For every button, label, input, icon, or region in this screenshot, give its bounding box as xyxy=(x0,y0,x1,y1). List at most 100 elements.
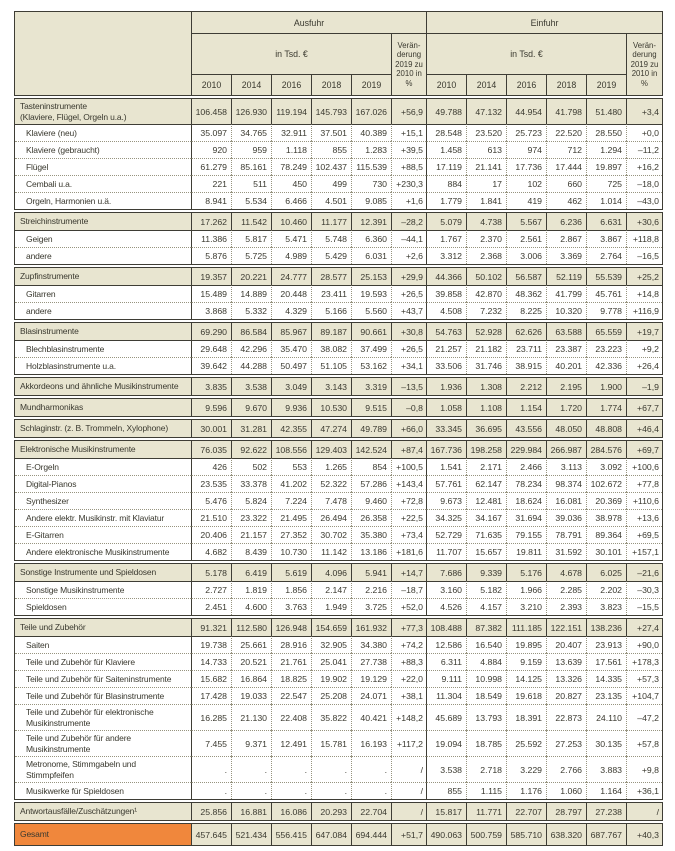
value-cell: 38.978 xyxy=(586,509,626,526)
value-cell: 40.389 xyxy=(351,124,391,141)
value-cell: 9.673 xyxy=(426,492,466,509)
value-cell: 21.157 xyxy=(231,526,271,543)
value-cell: 35.097 xyxy=(191,124,231,141)
value-cell: 21.495 xyxy=(271,509,311,526)
value-cell: 52.729 xyxy=(426,526,466,543)
value-cell: 959 xyxy=(231,141,271,158)
value-cell: 5.567 xyxy=(506,213,546,230)
value-cell: 660 xyxy=(546,175,586,192)
value-cell: 122.151 xyxy=(546,619,586,636)
value-cell: 2.202 xyxy=(586,581,626,598)
value-cell: 2.393 xyxy=(546,598,586,615)
value-cell: 687.767 xyxy=(586,824,626,845)
value-cell: 52.119 xyxy=(546,268,586,285)
value-cell: 5.471 xyxy=(271,230,311,247)
table-group: Teile und Zubehör 91.321 112.580 126.948 154… xyxy=(14,618,663,800)
table-group: Akkordeons und ähnliche Musikinstrumente… xyxy=(14,377,663,396)
value-cell: 6.311 xyxy=(426,653,466,670)
value-cell: 23.135 xyxy=(586,687,626,704)
value-cell: 38.915 xyxy=(506,357,546,374)
value-cell: 24.071 xyxy=(351,687,391,704)
value-cell: 19.902 xyxy=(311,670,351,687)
change-cell: +22,5 xyxy=(391,509,426,526)
value-cell: 31.592 xyxy=(546,543,586,560)
value-cell: 57.761 xyxy=(426,475,466,492)
row-label: Elektronische Musikinstrumente xyxy=(15,441,191,458)
value-cell: 1.458 xyxy=(426,141,466,158)
change-cell: +148,2 xyxy=(391,704,426,730)
value-cell: 31.694 xyxy=(506,509,546,526)
change-cell: –30,3 xyxy=(626,581,662,598)
value-cell: 4.096 xyxy=(311,564,351,581)
value-cell: 9.371 xyxy=(231,730,271,756)
value-cell: 266.987 xyxy=(546,441,586,458)
value-cell: 17.444 xyxy=(546,158,586,175)
table-group: Gesamt 457.645 521.434 556.415 647.084 694.44… xyxy=(14,823,663,846)
value-cell: 44.366 xyxy=(426,268,466,285)
value-cell: 17 xyxy=(466,175,506,192)
table-header: Ausfuhr Einfuhr in Tsd. € Verän- derung … xyxy=(14,11,663,96)
value-cell: 5.876 xyxy=(191,247,231,264)
change-cell: +110,6 xyxy=(626,492,662,509)
value-cell: 154.659 xyxy=(311,619,351,636)
value-cell: 8.225 xyxy=(506,302,546,319)
change-cell: +16,2 xyxy=(626,158,662,175)
change-cell: +118,8 xyxy=(626,230,662,247)
value-cell: 1.283 xyxy=(351,141,391,158)
row-label: andere xyxy=(15,302,191,319)
value-cell: 694.444 xyxy=(351,824,391,845)
value-cell: 65.559 xyxy=(586,323,626,340)
header-change-einfuhr: Verän- derung 2019 zu 2010 in % xyxy=(626,33,662,95)
value-cell: 198.258 xyxy=(466,441,506,458)
row-label: Metronome, Stimmgabeln und Stimmpfeifen xyxy=(15,756,191,782)
value-cell: 34.167 xyxy=(466,509,506,526)
value-cell: 12.391 xyxy=(351,213,391,230)
row-label: Flügel xyxy=(15,158,191,175)
change-cell: –18,7 xyxy=(391,581,426,598)
value-cell: 119.194 xyxy=(271,99,311,124)
value-cell: 7.232 xyxy=(466,302,506,319)
value-cell: 2.727 xyxy=(191,581,231,598)
value-cell: 34.765 xyxy=(231,124,271,141)
value-cell: 23.223 xyxy=(586,340,626,357)
change-cell: +19,7 xyxy=(626,323,662,340)
value-cell: 23.711 xyxy=(506,340,546,357)
value-cell: 1.164 xyxy=(586,782,626,799)
value-cell: 41.799 xyxy=(546,285,586,302)
change-cell: +46,4 xyxy=(626,420,662,437)
value-cell: 161.932 xyxy=(351,619,391,636)
row-label: Streichinstrumente xyxy=(15,213,191,230)
value-cell: 25.592 xyxy=(506,730,546,756)
value-cell: 5.182 xyxy=(466,581,506,598)
value-cell: . xyxy=(231,782,271,799)
change-cell: +66,0 xyxy=(391,420,426,437)
value-cell: 37.501 xyxy=(311,124,351,141)
table-group: Mundharmonikas 9.596 9.670 9.936 10.530 9.515… xyxy=(14,398,663,417)
value-cell: 5.429 xyxy=(311,247,351,264)
value-cell: 24.777 xyxy=(271,268,311,285)
value-cell: 21.761 xyxy=(271,653,311,670)
change-cell: +27,4 xyxy=(626,619,662,636)
value-cell: 28.548 xyxy=(426,124,466,141)
value-cell: 78.234 xyxy=(506,475,546,492)
value-cell: 5.178 xyxy=(191,564,231,581)
change-cell: +157,1 xyxy=(626,543,662,560)
value-cell: 115.539 xyxy=(351,158,391,175)
value-cell: 11.177 xyxy=(311,213,351,230)
row-label: Blasinstrumente xyxy=(15,323,191,340)
value-cell: 9.596 xyxy=(191,399,231,416)
value-cell: 44.288 xyxy=(231,357,271,374)
change-cell: +34,1 xyxy=(391,357,426,374)
value-cell: 20.369 xyxy=(586,492,626,509)
change-cell: +90,0 xyxy=(626,636,662,653)
value-cell: 15.682 xyxy=(191,670,231,687)
value-cell: 29.648 xyxy=(191,340,231,357)
change-cell: +104,7 xyxy=(626,687,662,704)
value-cell: 7.455 xyxy=(191,730,231,756)
value-cell: 12.586 xyxy=(426,636,466,653)
value-cell: 48.362 xyxy=(506,285,546,302)
value-cell: 3.725 xyxy=(351,598,391,615)
value-cell: 26.358 xyxy=(351,509,391,526)
header-unit-einfuhr: in Tsd. € xyxy=(426,33,626,74)
value-cell: 43.556 xyxy=(506,420,546,437)
